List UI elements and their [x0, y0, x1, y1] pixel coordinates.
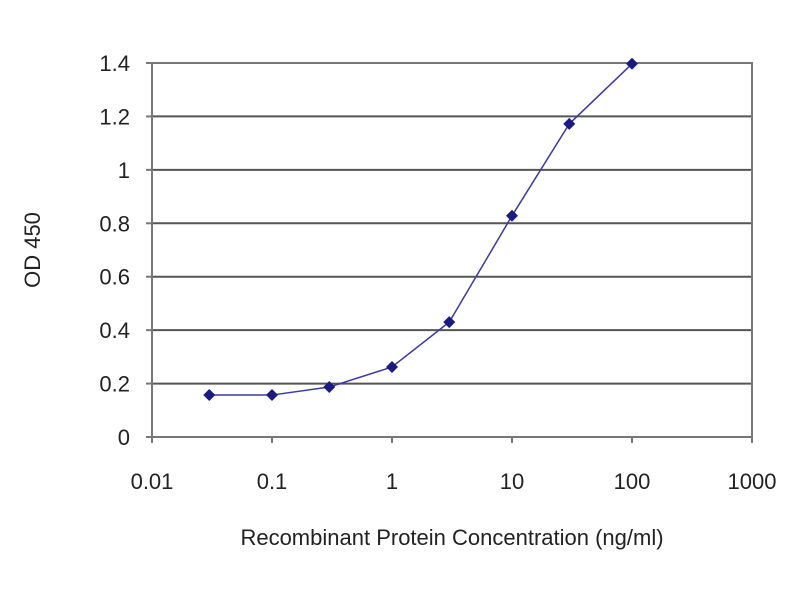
series-line — [209, 63, 633, 396]
plot-frame — [151, 62, 753, 438]
x-tick-label: 10 — [500, 469, 524, 494]
x-tick-label: 1000 — [728, 469, 777, 494]
y-tick-label: 0.4 — [99, 318, 130, 343]
data-point — [266, 389, 278, 402]
x-tick-label: 1 — [386, 469, 398, 494]
x-tick-label: 100 — [614, 469, 651, 494]
y-tick-label: 0 — [118, 425, 130, 450]
x-tick-label: 0.1 — [257, 469, 288, 494]
y-tick-label: 1.2 — [99, 104, 130, 129]
x-axis-label: Recombinant Protein Concentration (ng/ml… — [240, 525, 663, 550]
y-tick-label: 0.6 — [99, 265, 130, 290]
data-point — [203, 389, 216, 402]
y-axis-label: OD 450 — [20, 212, 45, 288]
data-point — [506, 209, 518, 222]
y-tick-label: 0.8 — [99, 211, 130, 236]
y-tick-label: 1.4 — [99, 51, 130, 76]
y-tick-label: 0.2 — [99, 372, 130, 397]
data-point — [443, 316, 456, 329]
data-point — [563, 117, 576, 130]
x-tick-label: 0.01 — [131, 469, 174, 494]
data-point — [626, 57, 638, 70]
data-point — [386, 361, 398, 374]
y-tick-label: 1 — [118, 158, 130, 183]
data-point — [323, 381, 336, 394]
